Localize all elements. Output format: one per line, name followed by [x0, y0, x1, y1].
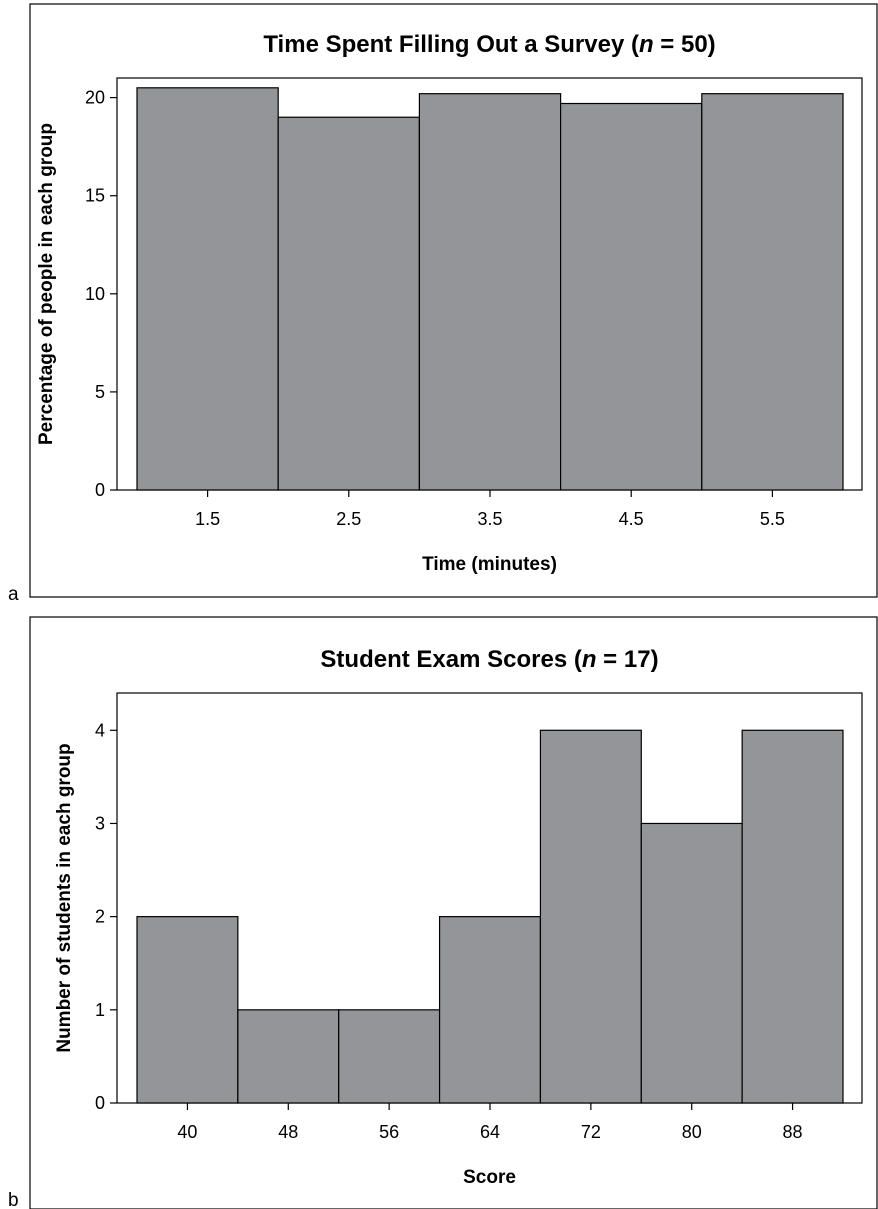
y-tick-label: 5	[95, 382, 105, 402]
y-tick-label: 1	[95, 1000, 105, 1020]
bar-48	[237, 1009, 340, 1104]
panel-frame	[29, 3, 878, 598]
chart-title: Time Spent Filling Out a Survey (n = 50)	[263, 31, 715, 58]
bar-2.5	[277, 116, 421, 491]
x-tick-label: 4.5	[619, 509, 644, 529]
bar-80	[640, 822, 743, 1104]
y-tick-label: 0	[95, 480, 105, 500]
panel-letter: b	[8, 1190, 19, 1209]
x-tick-label: 64	[480, 1122, 500, 1142]
bar-72	[539, 729, 642, 1104]
y-axis-label: Percentage of people in each group	[36, 123, 57, 445]
x-tick-label: 48	[278, 1122, 298, 1142]
chart-title: Student Exam Scores (n = 17)	[320, 646, 658, 673]
x-tick-label: 5.5	[760, 509, 785, 529]
bar-56	[338, 1009, 441, 1104]
bar-1.5	[136, 87, 279, 491]
x-axis-label: Score	[463, 1167, 516, 1188]
x-tick-label: 56	[379, 1122, 399, 1142]
y-tick-label: 3	[95, 813, 105, 833]
bar-5.5	[701, 93, 844, 491]
bar-3.5	[418, 93, 562, 491]
x-axis-label: Time (minutes)	[422, 554, 557, 575]
chart-panel-a: a Time Spent Filling Out a Survey (n = 50…	[8, 3, 878, 605]
y-tick-label: 10	[85, 284, 105, 304]
y-tick-label: 15	[85, 186, 105, 206]
x-tick-label: 88	[783, 1122, 803, 1142]
y-tick-label: 4	[95, 720, 105, 740]
bar-64	[438, 916, 542, 1104]
x-tick-label: 72	[581, 1122, 601, 1142]
chart-panel-b: b Student Exam Scores (n = 17) 0 1 2 3 4 40 48 56…	[8, 616, 878, 1209]
y-tick-label: 2	[95, 907, 105, 927]
x-tick-label: 40	[177, 1122, 197, 1142]
y-tick-label: 20	[85, 88, 105, 108]
x-tick-label: 2.5	[336, 509, 361, 529]
bar-4.5	[559, 102, 703, 491]
bar-40	[136, 916, 239, 1104]
x-tick-label: 80	[682, 1122, 702, 1142]
y-tick-label: 0	[95, 1093, 105, 1113]
y-axis-label: Number of students in each group	[54, 743, 75, 1052]
bar-88	[741, 729, 844, 1104]
panel-letter: a	[8, 584, 19, 605]
x-tick-label: 1.5	[195, 509, 220, 529]
panel-frame	[29, 616, 878, 1209]
x-tick-label: 3.5	[477, 509, 502, 529]
